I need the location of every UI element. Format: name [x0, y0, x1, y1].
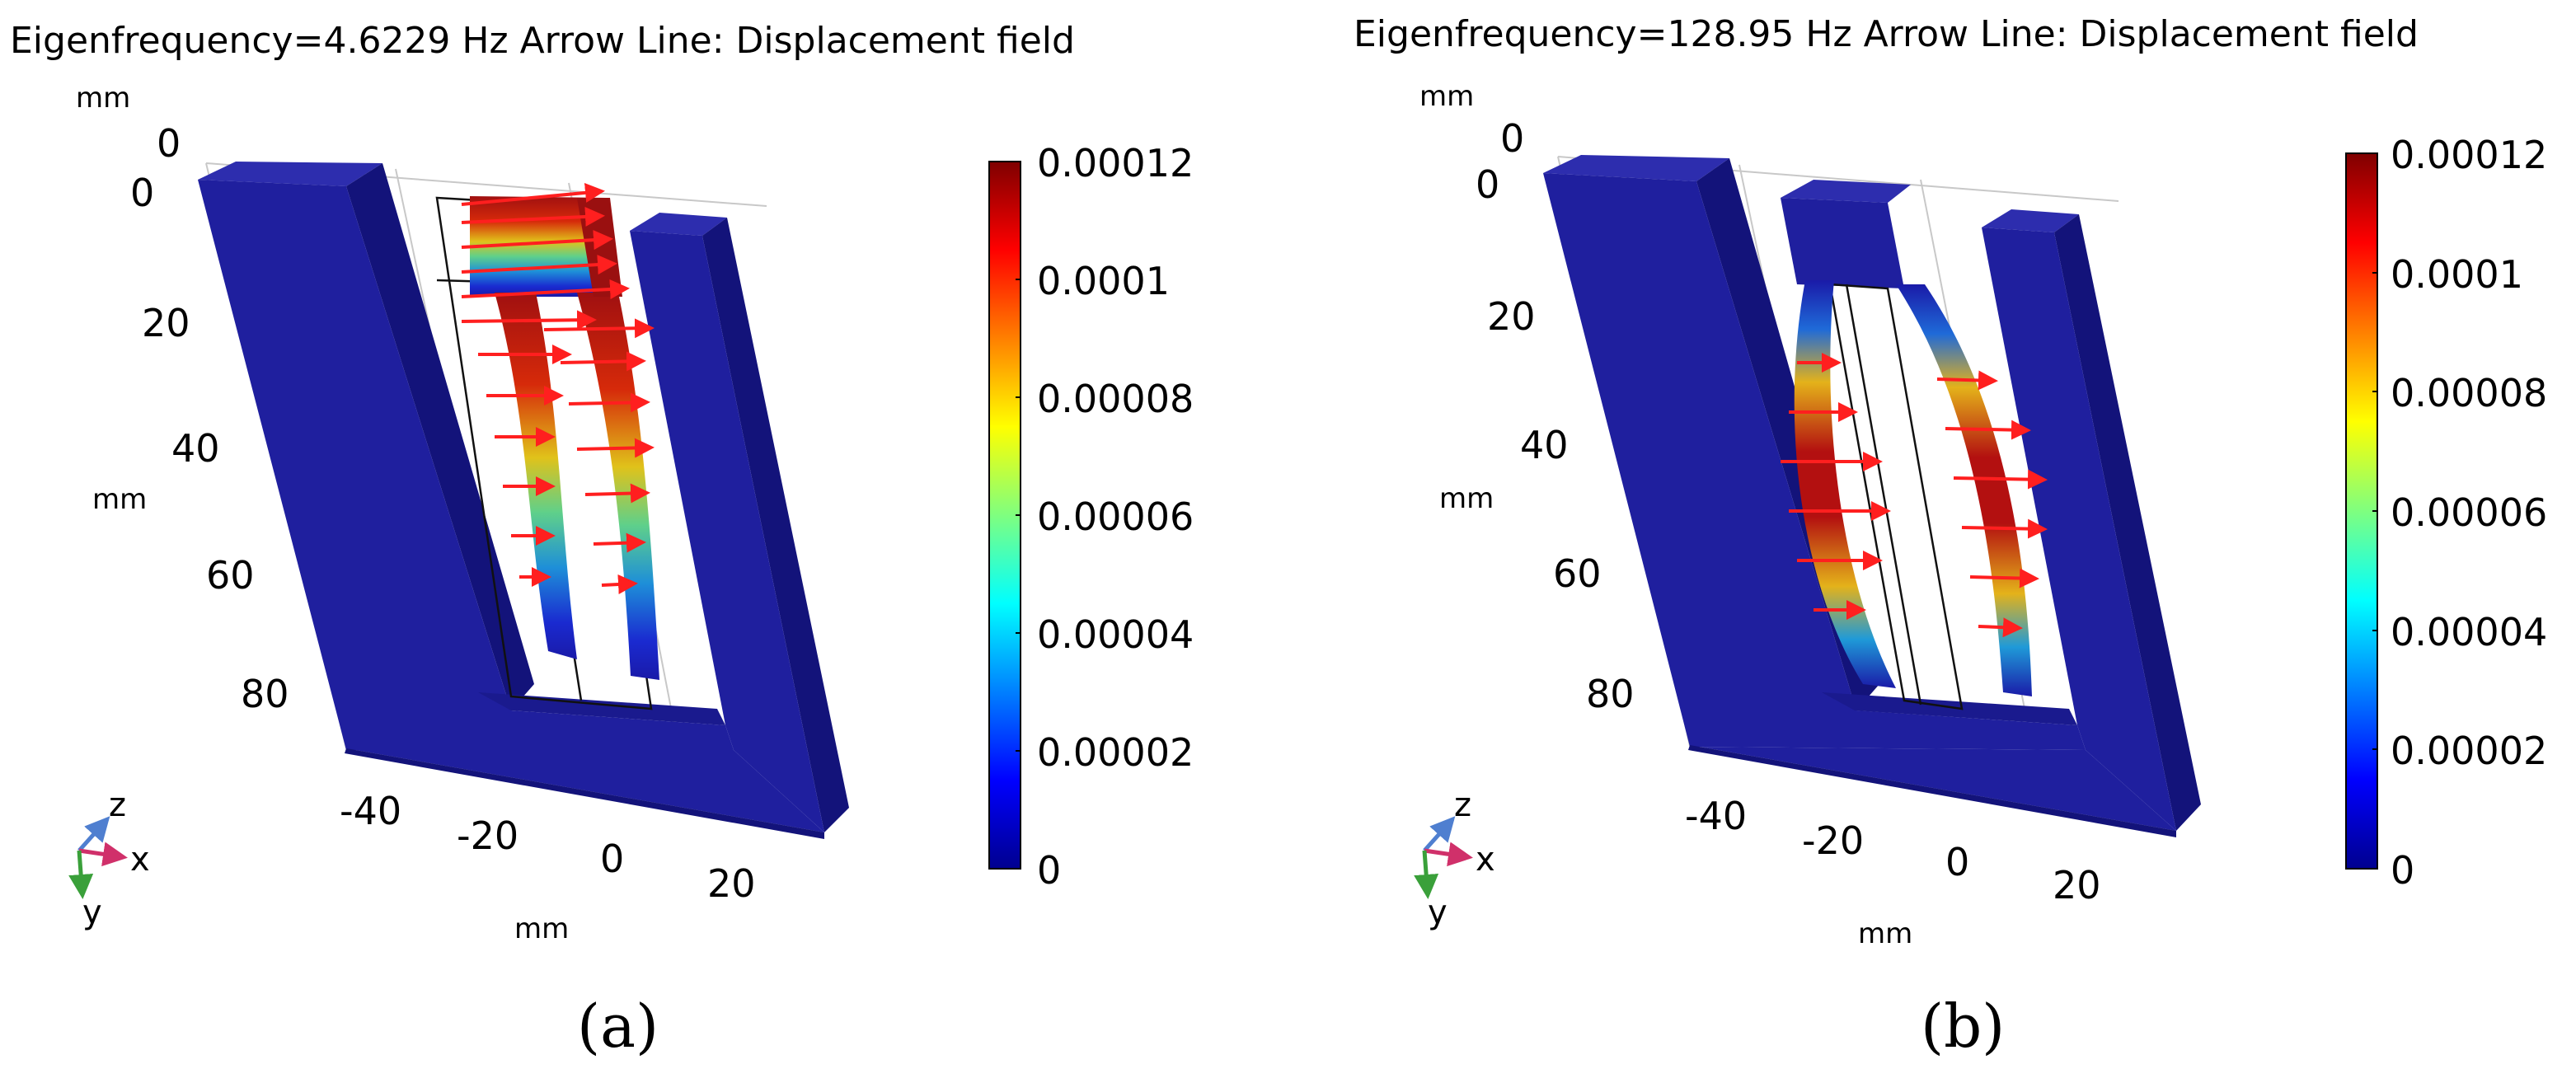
colorbar-tick: 0.00006	[2391, 490, 2547, 535]
panel-a-triad: z x y	[68, 786, 150, 931]
panel-a-x-tick: 0	[600, 837, 624, 881]
panel-a-x-tick: -40	[340, 789, 401, 833]
panel-b-y-unit: mm	[1439, 482, 1494, 515]
panel-a-frame	[198, 162, 849, 839]
triad-y-label: y	[82, 893, 102, 931]
colorbar-tick: 0.00002	[1037, 730, 1194, 775]
panel-b-colorbar: 0.00012 0.0001 0.00008 0.00006 0.00004 0…	[2345, 133, 2547, 893]
panel-b-triad: z x y	[1414, 786, 1495, 931]
triad-z-label: z	[1454, 786, 1471, 824]
panel-b: Eigenfrequency=128.95 Hz Arrow Line: Dis…	[1354, 13, 2547, 1061]
colorbar-tick: 0.00006	[1037, 495, 1194, 539]
panel-a-z-unit: mm	[76, 82, 130, 115]
panel-b-y-tick: 0	[1476, 162, 1499, 207]
panel-b-y-tick: 20	[1487, 294, 1536, 339]
colorbar-tick: 0.00004	[1037, 612, 1194, 657]
panel-b-sublabel: (b)	[1921, 992, 2005, 1061]
colorbar-tick: 0.0001	[1037, 259, 1170, 303]
panel-a-x-unit: mm	[514, 912, 569, 945]
colorbar-tick: 0.00012	[2391, 133, 2547, 177]
colorbar-tick: 0.0001	[2391, 252, 2523, 297]
panel-a-title: Eigenfrequency=4.6229 Hz Arrow Line: Dis…	[10, 20, 1075, 62]
panel-b-x-axis: -40 -20 0 20 mm	[1685, 794, 2101, 950]
panel-b-deformed-beams	[1794, 280, 2032, 696]
panel-a-x-axis: -40 -20 0 20 mm	[340, 789, 756, 945]
panel-b-frame	[1543, 155, 2201, 837]
colorbar-tick: 0.00008	[1037, 377, 1194, 421]
colorbar-gradient	[2345, 152, 2378, 870]
panel-b-x-tick: -40	[1685, 794, 1747, 838]
panel-b-arrows	[1781, 353, 2048, 638]
panel-b-y-axis: mm 0 0 20 40 mm 60 80	[1419, 80, 1635, 716]
panel-a-y-tick: 40	[171, 426, 220, 471]
panel-b-x-unit: mm	[1858, 917, 1912, 950]
panel-a-sublabel: (a)	[577, 992, 659, 1061]
colorbar-tick: 0.00008	[2391, 371, 2547, 415]
panel-a-z-tick: 0	[157, 121, 181, 166]
panel-b-y-tick: 80	[1586, 672, 1635, 716]
panel-b-x-tick: -20	[1802, 818, 1864, 863]
panel-b-x-tick: 0	[1945, 840, 1969, 884]
panel-b-x-tick: 20	[2053, 863, 2101, 907]
panel-b-title: Eigenfrequency=128.95 Hz Arrow Line: Dis…	[1354, 13, 2419, 55]
panel-b-z-tick: 0	[1500, 116, 1524, 161]
panel-a-y-tick: 20	[142, 301, 190, 345]
triad-x-label: x	[1476, 841, 1495, 879]
colorbar-gradient	[988, 161, 1021, 870]
panel-b-y-tick: 40	[1520, 423, 1569, 467]
panel-b-y-tick: 60	[1553, 551, 1602, 596]
panel-a-y-tick: 80	[241, 672, 289, 716]
panel-a-x-tick: -20	[457, 813, 518, 858]
triad-z-label: z	[109, 786, 126, 824]
panel-a: Eigenfrequency=4.6229 Hz Arrow Line: Dis…	[10, 20, 1194, 1061]
panel-a-y-tick: 60	[206, 553, 255, 598]
panel-b-z-unit: mm	[1419, 80, 1474, 113]
triad-y-label: y	[1428, 893, 1448, 931]
colorbar-tick: 0	[1037, 848, 1061, 893]
panel-a-arrows	[461, 182, 655, 594]
colorbar-tick: 0	[2391, 848, 2414, 893]
panel-a-y-unit: mm	[92, 483, 147, 516]
panel-a-colorbar: 0.00012 0.0001 0.00008 0.00006 0.00004 0…	[988, 141, 1194, 893]
colorbar-tick: 0.00012	[1037, 141, 1194, 185]
triad-x-label: x	[130, 841, 150, 879]
panel-a-y-tick: 0	[130, 171, 154, 215]
colorbar-tick: 0.00004	[2391, 610, 2547, 654]
colorbar-tick: 0.00002	[2391, 729, 2547, 773]
panel-a-y-axis: mm 0 0 20 40 mm 60 80	[76, 82, 289, 716]
panel-a-x-tick: 20	[707, 861, 756, 906]
